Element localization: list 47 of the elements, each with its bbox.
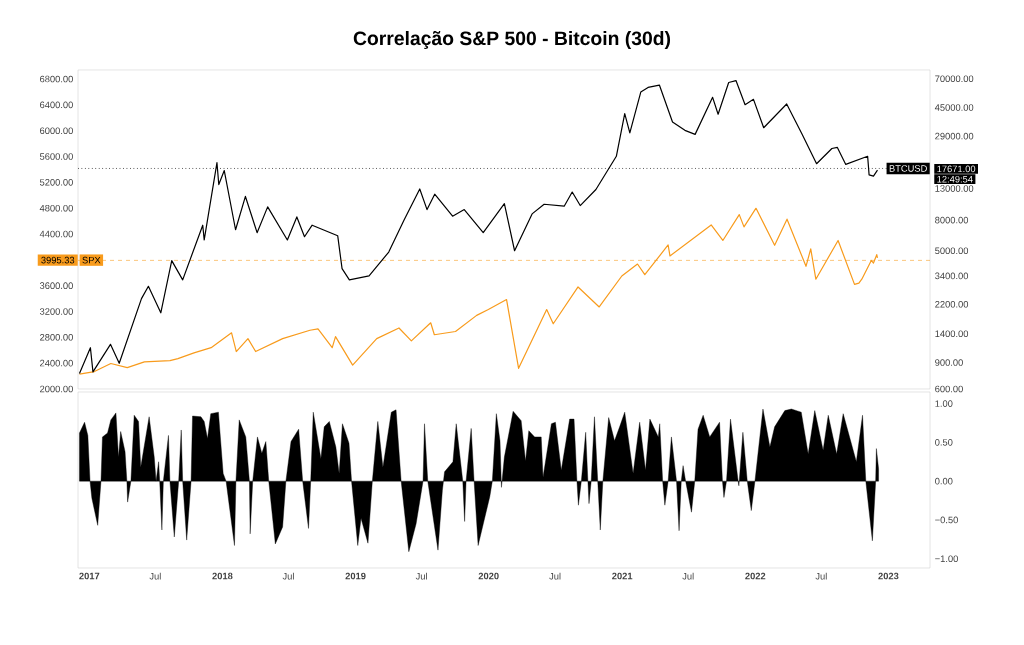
y-tick-label: 3200.00 xyxy=(39,308,73,315)
y-tick-label: 5200.00 xyxy=(39,179,73,186)
x-tick-label: Jul xyxy=(815,572,827,580)
y-tick-label: 6000.00 xyxy=(40,127,73,134)
chart-title: Correlação S&P 500 - Bitcoin (30d) xyxy=(353,30,671,49)
x-tick-label: 2021 xyxy=(612,572,633,580)
y-tick-label: 0.50 xyxy=(935,439,953,446)
text: 12:49:54 xyxy=(937,175,973,183)
ref-line-label: 3995.33 xyxy=(41,256,75,264)
x-tick-label: 2023 xyxy=(878,572,899,580)
y-tick-label: −1.00 xyxy=(935,555,958,562)
x-tick-label: Jul xyxy=(682,572,694,580)
y2-tick-label: 29000.00 xyxy=(935,132,974,140)
y2-tick-label: 600.00 xyxy=(935,385,963,393)
ref-line-label: 17671.00 xyxy=(937,165,976,173)
x-tick-label: Jul xyxy=(149,572,161,580)
y-tick-label: 6400.00 xyxy=(40,101,73,109)
y2-tick-label: 70000.00 xyxy=(935,75,974,82)
x-tick-label: 2019 xyxy=(345,572,366,580)
x-tick-label: 2018 xyxy=(212,572,233,580)
y-tick-label: 2800.00 xyxy=(40,334,73,341)
y-tick-label: 0.00 xyxy=(935,477,953,485)
x-tick-label: 2020 xyxy=(478,572,499,580)
y-tick-label: 4400.00 xyxy=(39,230,73,238)
y-tick-label: 2000.00 xyxy=(40,385,73,393)
x-tick-label: Jul xyxy=(282,572,294,580)
y2-tick-label: 8000.00 xyxy=(935,216,969,224)
y-tick-label: 4800.00 xyxy=(39,204,73,212)
x-tick-label: Jul xyxy=(415,572,427,580)
y2-tick-label: 3400.00 xyxy=(935,272,969,280)
y2-tick-label: 13000.00 xyxy=(935,185,974,192)
y-tick-label: −0.50 xyxy=(935,516,958,524)
y-tick-label: 2400.00 xyxy=(40,359,73,367)
y2-tick-label: 5000.00 xyxy=(935,247,969,255)
y-tick-label: 1.00 xyxy=(935,400,953,407)
x-tick-label: Jul xyxy=(549,572,561,580)
y2-tick-label: 2200.00 xyxy=(935,300,969,308)
y-tick-label: 6800.00 xyxy=(40,75,73,83)
y-tick-label: 3600.00 xyxy=(39,282,73,289)
x-tick-label: 2017 xyxy=(79,572,100,580)
y2-tick-label: 900.00 xyxy=(935,359,963,366)
y-tick-label: 5600.00 xyxy=(39,153,73,160)
y2-tick-label: 1400.00 xyxy=(935,330,969,338)
x-tick-label: 2022 xyxy=(745,572,766,580)
y2-tick-label: 45000.00 xyxy=(934,104,974,111)
legend-label: SPX xyxy=(82,256,101,264)
series-label: BTCUSD xyxy=(889,165,927,172)
